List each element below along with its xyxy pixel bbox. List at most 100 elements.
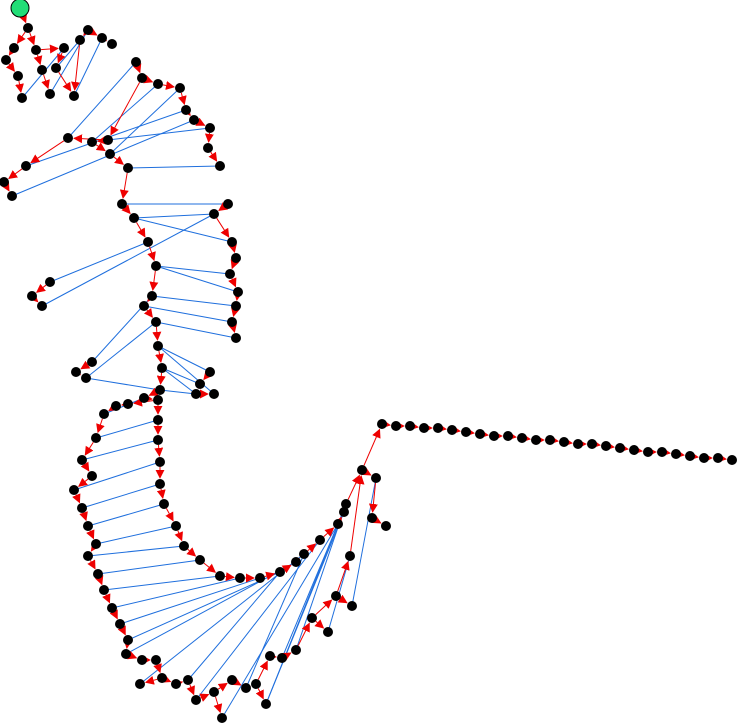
graph-node	[123, 635, 133, 645]
link-edge	[107, 127, 211, 141]
graph-node	[251, 679, 261, 689]
graph-node	[191, 389, 201, 399]
sequence-edge	[297, 622, 310, 646]
graph-node	[241, 683, 251, 693]
sequence-edge	[337, 560, 350, 592]
graph-node	[433, 423, 443, 433]
link-edge	[97, 559, 201, 575]
link-edge	[351, 477, 377, 607]
graph-node	[31, 45, 41, 55]
graph-node	[87, 357, 97, 367]
link-edge	[125, 561, 297, 655]
graph-node	[307, 613, 317, 623]
graph-node	[461, 427, 471, 437]
graph-node	[347, 601, 357, 611]
graph-node	[75, 35, 85, 45]
graph-node	[489, 431, 499, 441]
link-edge	[133, 213, 215, 219]
sequence-edge	[94, 575, 104, 586]
link-edge	[41, 213, 215, 307]
graph-node	[345, 551, 355, 561]
sequence-edge	[195, 117, 206, 126]
link-edge	[81, 439, 159, 461]
graph-node	[97, 33, 107, 43]
graph-node	[137, 73, 147, 83]
sequence-edges	[1, 13, 727, 714]
sequence-edge	[33, 54, 43, 66]
graph-node	[135, 679, 145, 689]
link-edge	[161, 367, 201, 385]
sequence-edge	[257, 660, 268, 680]
sequence-edge	[165, 508, 174, 522]
sequence-edge	[216, 217, 230, 238]
graph-node	[27, 291, 37, 301]
graph-node	[103, 135, 113, 145]
sequence-edge	[147, 292, 157, 303]
graph-node	[643, 447, 653, 457]
graph-node	[153, 395, 163, 405]
graph-node	[255, 573, 265, 583]
sequence-edge	[84, 441, 94, 456]
link-edge	[187, 571, 281, 681]
graph-node	[339, 507, 349, 517]
graph-node	[17, 93, 27, 103]
graph-node	[93, 569, 103, 579]
sequence-edge	[132, 63, 142, 74]
graph-node	[205, 123, 215, 133]
graph-node	[143, 237, 153, 247]
graph-node	[51, 63, 61, 73]
sequence-edge	[97, 135, 107, 145]
link-edge	[91, 83, 159, 143]
sequence-edge	[217, 682, 228, 692]
sequence-edge	[333, 516, 342, 527]
link-edge	[87, 503, 165, 527]
graph-node	[77, 503, 87, 513]
sequence-edge	[95, 142, 106, 152]
graph-node	[139, 393, 149, 403]
graph-node	[381, 521, 391, 531]
sequence-edge	[5, 62, 15, 72]
graph-node	[391, 421, 401, 431]
sequence-edge	[15, 80, 24, 93]
graph-node	[233, 287, 243, 297]
sequence-edge	[315, 599, 333, 615]
graph-node	[45, 89, 55, 99]
graph-node	[59, 43, 69, 53]
sequence-edge	[228, 243, 237, 254]
link-edge	[49, 241, 149, 283]
graph-node	[265, 651, 275, 661]
graph-node	[155, 457, 165, 467]
graph-node	[615, 443, 625, 453]
graph-node	[191, 695, 201, 705]
start-node	[10, 0, 30, 18]
graph-node	[107, 603, 117, 613]
graph-node	[77, 455, 87, 465]
link-edge	[111, 577, 241, 609]
sequence-edge	[78, 477, 89, 487]
graph-node	[175, 83, 185, 93]
graph-node	[71, 367, 81, 377]
graph-node	[419, 423, 429, 433]
link-edge	[143, 305, 233, 323]
graph-node	[139, 301, 149, 311]
sequence-edge	[323, 527, 335, 538]
sequence-edge	[86, 529, 95, 540]
sequence-edge	[213, 696, 223, 714]
graph-node	[371, 473, 381, 483]
graph-node	[629, 445, 639, 455]
graph-node	[9, 43, 19, 53]
sequence-edge	[231, 307, 240, 318]
graph-node	[171, 521, 181, 531]
graph-node	[123, 163, 133, 173]
graph-node	[323, 627, 333, 637]
link-edge	[151, 295, 237, 307]
sequence-edge	[121, 204, 131, 215]
graph-node	[331, 591, 341, 601]
sequence-edge	[28, 292, 39, 303]
graph-node	[91, 433, 101, 443]
sequence-edge	[281, 564, 292, 574]
sequence-edge	[208, 151, 218, 162]
link-edge	[95, 419, 159, 439]
graph-node	[87, 471, 97, 481]
sequence-edge	[87, 559, 96, 570]
